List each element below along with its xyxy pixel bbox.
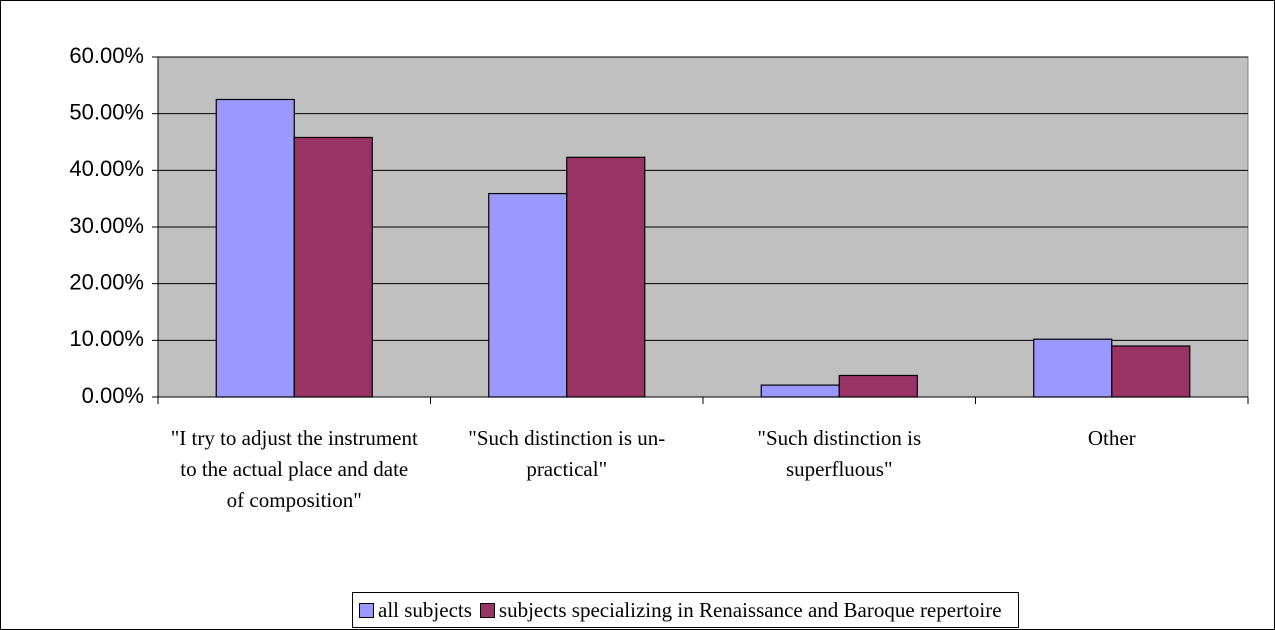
bar [215,98,295,398]
legend-item: subjects specializing in Renaissance and… [479,597,1002,623]
bar [1033,338,1113,398]
legend-item: all subjects [359,598,472,623]
legend-label: subjects specializing in Renaissance and… [498,597,1002,622]
x-tick-label: "Such distinction is un-practical" [468,426,666,481]
bar [293,136,373,398]
x-tick-label: "Such distinction is superfluous" [757,426,922,481]
legend-label: all subjects [378,597,472,622]
y-tick-label: 40.00% [69,156,144,181]
y-tick-label: 10.00% [69,326,144,351]
legend-swatch [479,602,495,618]
bar [488,192,568,398]
y-tick-label: 0.00% [82,383,144,408]
bar [760,384,840,398]
x-tick-label: Other [1087,426,1136,450]
x-tick-label: "I try to adjust the instrument to the a… [170,426,418,512]
legend: all subjects subjects specializing in Ren… [352,592,1019,628]
bar [838,374,918,398]
bar [566,156,646,398]
legend-swatch [359,602,374,618]
bar [1111,345,1191,398]
y-tick-label: 50.00% [69,99,144,124]
y-tick-label: 30.00% [69,213,144,238]
y-tick-label: 60.00% [69,43,144,68]
y-tick-label: 20.00% [69,269,144,294]
